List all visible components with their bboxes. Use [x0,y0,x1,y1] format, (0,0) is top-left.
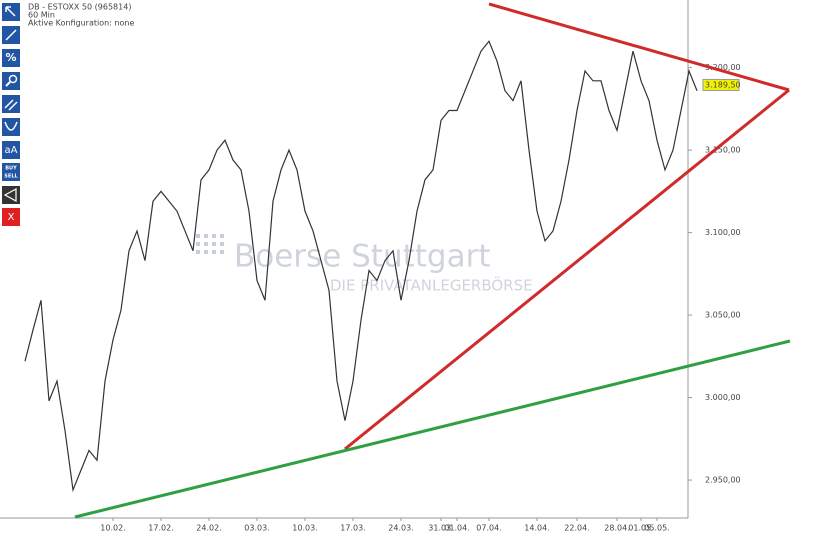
watermark-slogan: DIE PRIVATANLEGERBÖRSE [330,276,533,295]
tool-percent-label: % [5,51,16,64]
tool-text[interactable] [2,141,20,159]
x-tick-label: 10.03. [292,524,317,533]
tool-sell-label: SELL [4,174,18,180]
toolbar: % aA BUY SELL X [2,3,20,226]
tool-delete[interactable] [2,208,20,226]
tool-text-label: aA [5,145,18,156]
tool-arc[interactable] [2,118,20,136]
resistance-line [488,2,790,92]
header-interval: 60 Min [28,11,55,20]
watermark-brand: Boerse Stuttgart [234,239,491,275]
watermark: Boerse Stuttgart DIE PRIVATANLEGERBÖRSE [196,234,533,295]
plot: 2.950,00 3.000,00 3.050,00 3.100,00 3.150,00… [24,40,741,533]
header-title: DB - ESTOXX 50 (965814) [28,3,131,12]
price-line [24,40,698,493]
x-tick-label: 05.05. [644,524,669,533]
tool-buy-label: BUY [5,166,17,172]
x-tick-label: 22.04. [564,524,589,533]
y-tick-label: 2.950,00 [705,476,741,485]
y-tick-label: 3.050,00 [705,311,741,320]
x-tick-label: 10.02. [100,524,125,533]
x-tick-label: 07.04. [476,524,501,533]
trendlines [74,2,791,519]
y-tick-label: 3.200,00 [705,63,741,72]
y-tick-label: 3.100,00 [705,228,741,237]
last-price-box [702,78,740,91]
tool-percent[interactable] [2,49,20,67]
long-trend-line [74,339,791,519]
x-tick-label: 24.02. [196,524,221,533]
last-price-label: 3.189,50 [705,80,741,89]
header-config: Aktive Konfiguration: none [28,19,134,28]
tool-delete-label: X [8,212,15,223]
y-tick-label: 3.000,00 [705,393,741,402]
y-tick-label: 3.150,00 [705,146,741,155]
x-tick-label: 17.02. [148,524,173,533]
x-tick-label: 24.03. [388,524,413,533]
tool-channel[interactable] [2,95,20,113]
x-tick-label: 17.03. [340,524,365,533]
watermark-logo [196,234,224,254]
x-tick-label: 03.03. [244,524,269,533]
tool-buysell[interactable] [2,163,20,181]
support-line [344,88,790,451]
x-tick-label: 31.03. [428,524,453,533]
x-tick-label: 01.05. [628,524,653,533]
x-tick-label: 01.04. [444,524,469,533]
x-tick-label: 14.04. [524,524,549,533]
x-tick-label: 28.04. [604,524,629,533]
